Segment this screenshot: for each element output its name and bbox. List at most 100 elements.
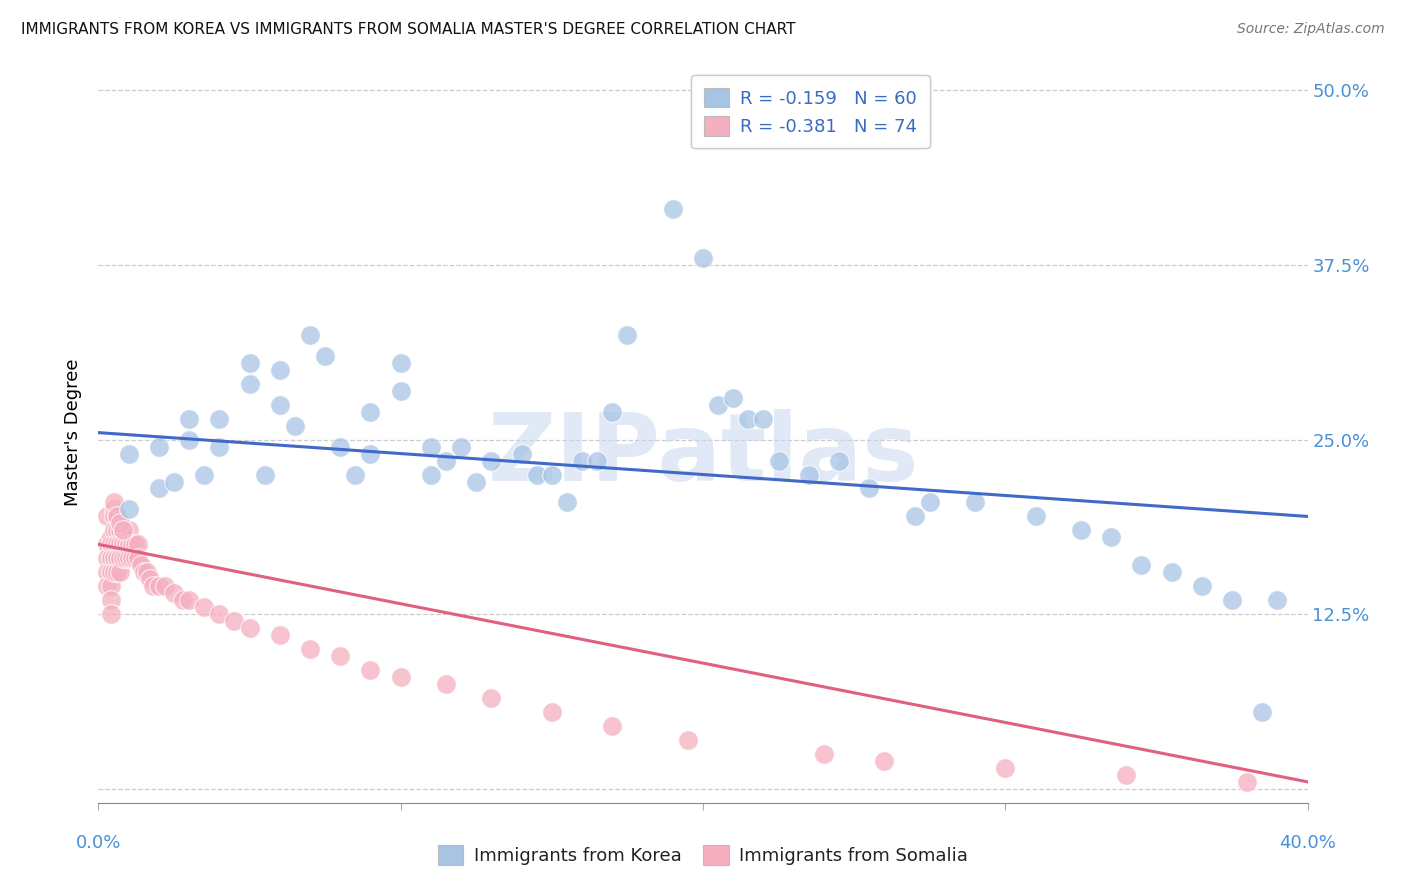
Point [100, 530, 122, 544]
Point [481, 691, 503, 706]
Point [103, 509, 125, 524]
Point [118, 524, 141, 538]
Point [179, 411, 201, 425]
Point [105, 566, 128, 580]
Point [179, 593, 201, 607]
Point [96, 579, 118, 593]
Point [389, 384, 412, 398]
Point [526, 467, 548, 482]
Legend: R = -0.159   N = 60, R = -0.381   N = 74: R = -0.159 N = 60, R = -0.381 N = 74 [692, 75, 929, 148]
Point [420, 467, 443, 482]
Point [118, 551, 141, 566]
Point [360, 446, 382, 460]
Point [797, 467, 820, 482]
Point [768, 453, 790, 467]
Point [813, 747, 835, 761]
Point [142, 579, 165, 593]
Point [105, 509, 128, 524]
Point [108, 524, 131, 538]
Point [586, 453, 609, 467]
Point [1130, 558, 1153, 573]
Point [873, 754, 896, 768]
Point [118, 537, 141, 551]
Point [555, 495, 578, 509]
Point [172, 593, 194, 607]
Point [100, 537, 122, 551]
Point [723, 391, 745, 405]
Point [208, 411, 231, 425]
Point [450, 440, 472, 454]
Point [105, 537, 128, 551]
Point [571, 453, 593, 467]
Point [707, 398, 730, 412]
Point [148, 579, 170, 593]
Point [1251, 705, 1274, 719]
Legend: Immigrants from Korea, Immigrants from Somalia: Immigrants from Korea, Immigrants from S… [429, 836, 977, 874]
Point [96, 509, 118, 524]
Point [103, 495, 125, 509]
Point [661, 202, 683, 216]
Point [111, 524, 134, 538]
Point [1267, 593, 1289, 607]
Point [103, 551, 125, 566]
Point [224, 614, 246, 628]
Point [127, 537, 149, 551]
Point [828, 453, 851, 467]
Point [153, 579, 176, 593]
Point [114, 537, 136, 551]
Point [100, 607, 122, 622]
Point [129, 558, 152, 573]
Point [100, 551, 122, 566]
Point [103, 537, 125, 551]
Point [284, 418, 307, 433]
Point [193, 467, 215, 482]
Point [602, 719, 624, 733]
Text: ZIPatlas: ZIPatlas [488, 409, 918, 500]
Point [602, 405, 624, 419]
Point [208, 607, 231, 622]
Point [121, 551, 143, 566]
Point [208, 440, 231, 454]
Point [434, 677, 457, 691]
Point [752, 411, 775, 425]
Point [163, 475, 186, 489]
Point [108, 551, 131, 566]
Point [1115, 768, 1137, 782]
Point [96, 537, 118, 551]
Point [132, 566, 155, 580]
Point [103, 566, 125, 580]
Point [100, 566, 122, 580]
Point [540, 467, 562, 482]
Point [103, 502, 125, 516]
Point [135, 566, 157, 580]
Point [96, 551, 118, 566]
Point [360, 663, 382, 677]
Point [389, 356, 412, 370]
Point [299, 642, 322, 657]
Point [105, 509, 128, 524]
Point [1220, 593, 1243, 607]
Point [904, 509, 927, 524]
Point [1191, 579, 1213, 593]
Point [389, 670, 412, 684]
Point [314, 349, 336, 363]
Point [1099, 530, 1122, 544]
Point [540, 705, 562, 719]
Text: IMMIGRANTS FROM KOREA VS IMMIGRANTS FROM SOMALIA MASTER'S DEGREE CORRELATION CHA: IMMIGRANTS FROM KOREA VS IMMIGRANTS FROM… [21, 22, 796, 37]
Point [1160, 566, 1182, 580]
Point [918, 495, 941, 509]
Point [103, 524, 125, 538]
Point [118, 446, 141, 460]
Point [239, 376, 262, 391]
Point [111, 524, 134, 538]
Point [118, 502, 141, 516]
Point [239, 356, 262, 370]
Point [127, 551, 149, 566]
Point [148, 440, 170, 454]
Point [434, 453, 457, 467]
Point [111, 537, 134, 551]
Text: Source: ZipAtlas.com: Source: ZipAtlas.com [1237, 22, 1385, 37]
Point [100, 579, 122, 593]
Point [121, 537, 143, 551]
Point [481, 453, 503, 467]
